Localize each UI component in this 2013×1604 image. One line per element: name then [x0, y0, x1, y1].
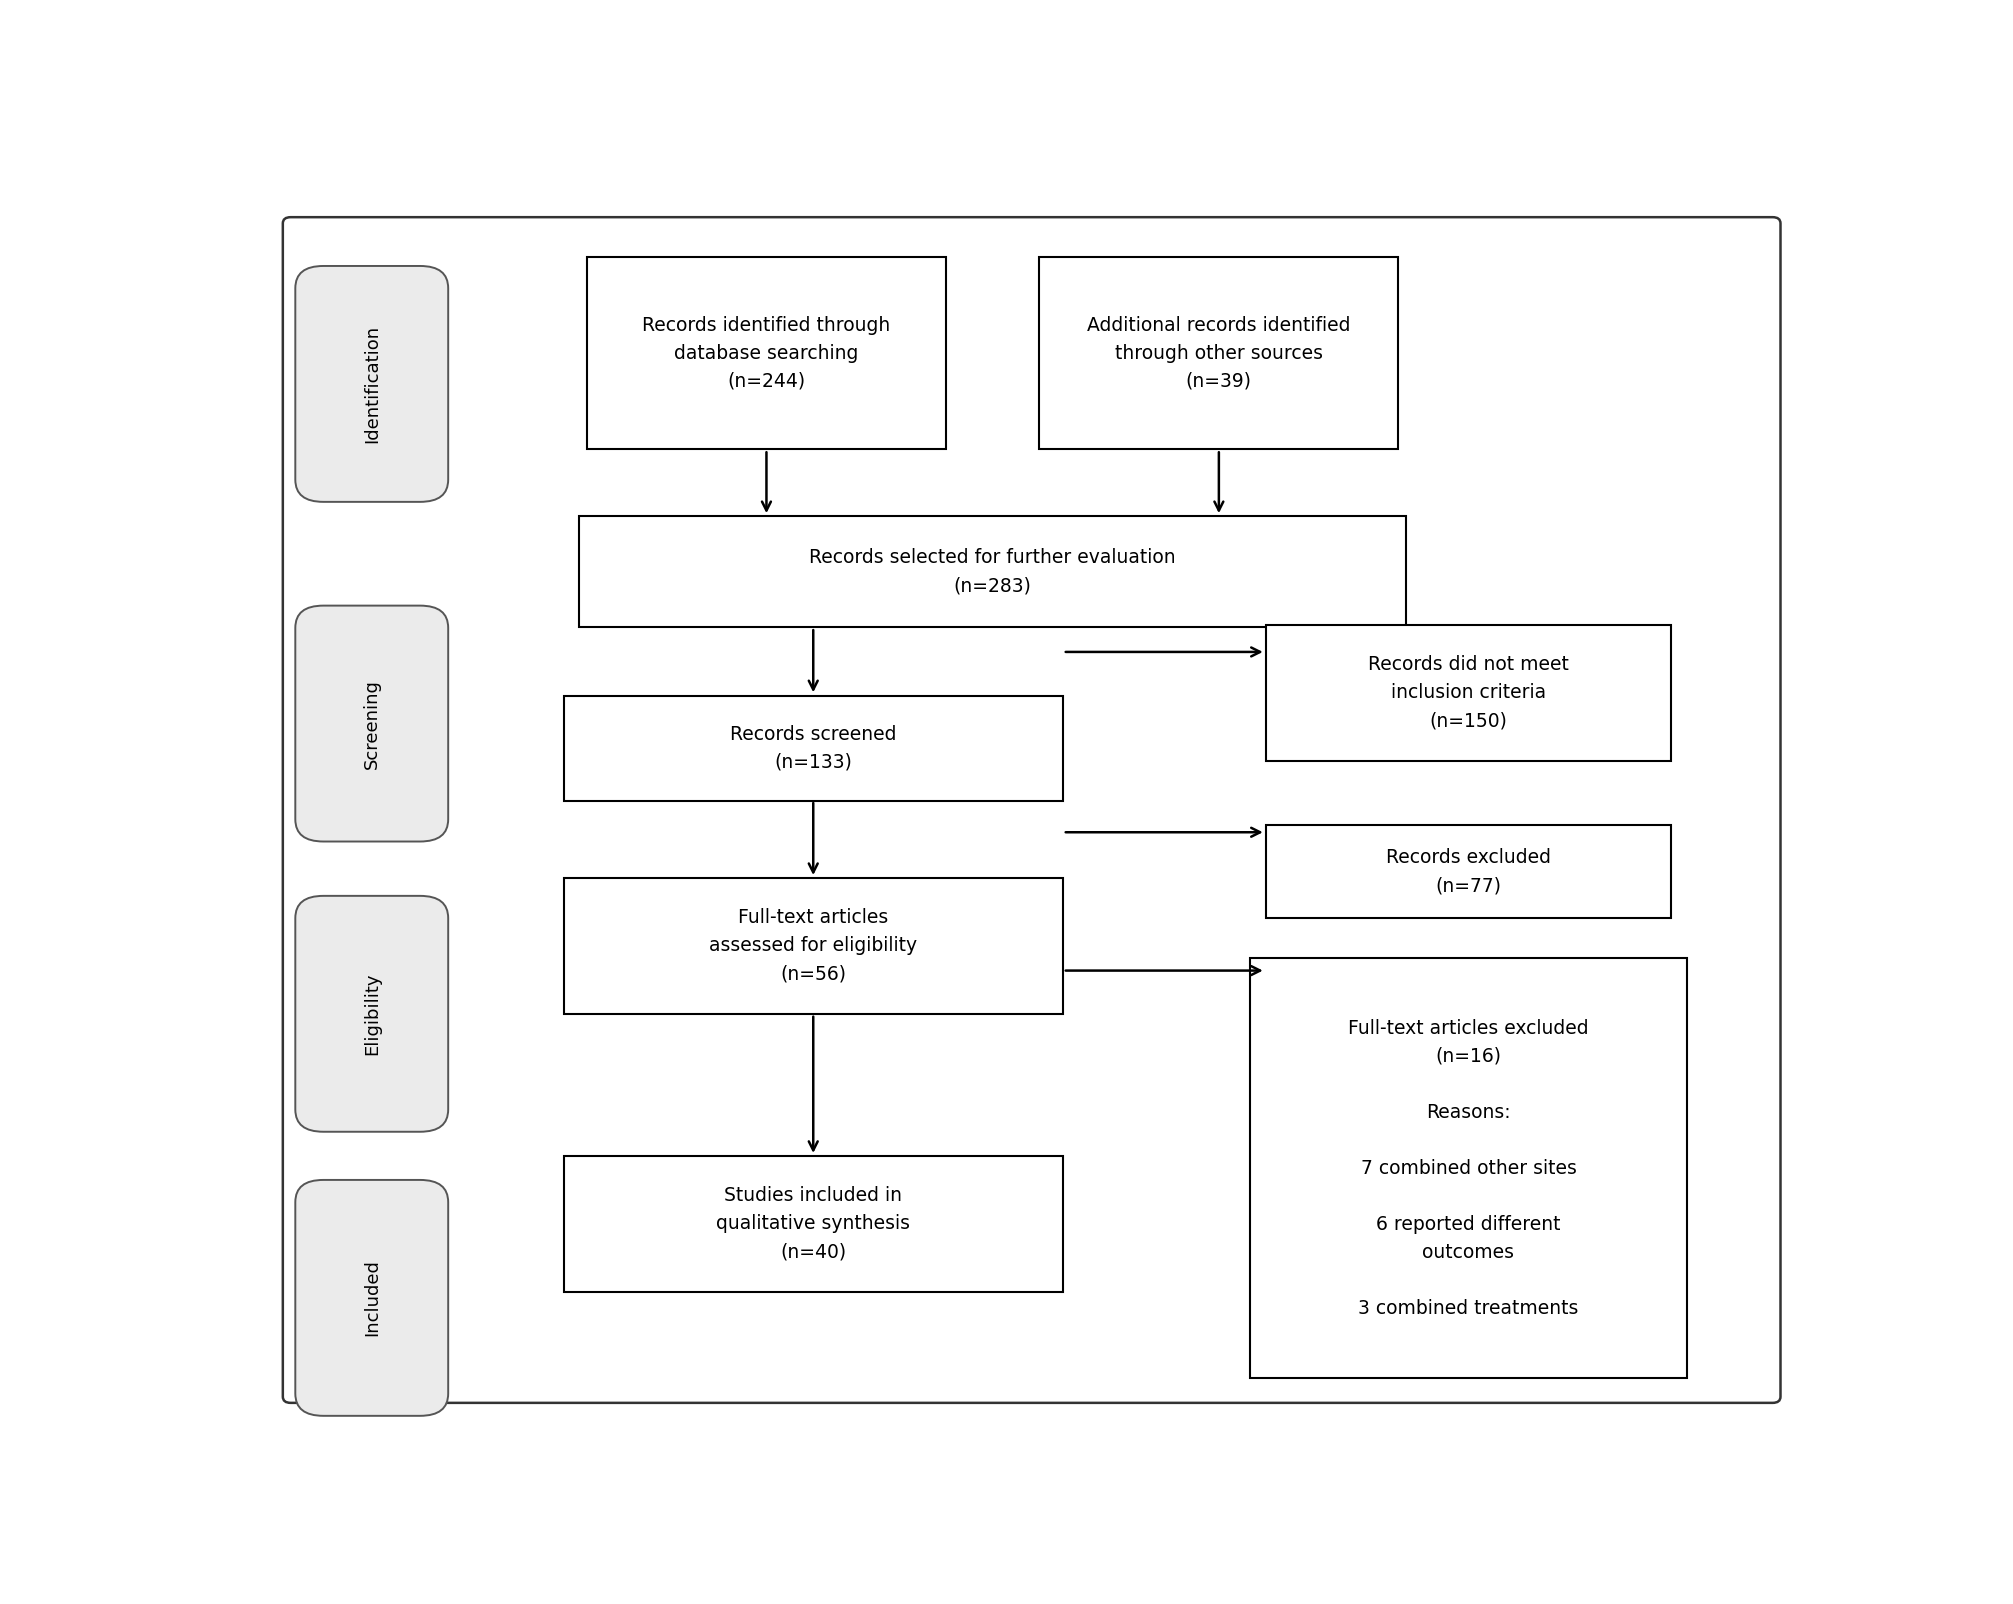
Bar — [1266, 826, 1671, 917]
Bar — [564, 877, 1063, 1014]
FancyBboxPatch shape — [296, 897, 449, 1132]
Text: Identification: Identification — [362, 326, 380, 443]
Text: Eligibility: Eligibility — [362, 972, 380, 1055]
Text: Records identified through
database searching
(n=244): Records identified through database sear… — [642, 316, 890, 390]
FancyBboxPatch shape — [296, 1181, 449, 1416]
Bar — [1250, 958, 1687, 1378]
Text: Records screened
(n=133): Records screened (n=133) — [731, 725, 896, 772]
Text: Studies included in
qualitative synthesis
(n=40): Studies included in qualitative synthesi… — [717, 1187, 910, 1261]
FancyBboxPatch shape — [296, 606, 449, 842]
Bar — [1266, 626, 1671, 760]
Text: Included: Included — [362, 1259, 380, 1336]
Bar — [564, 1156, 1063, 1291]
Bar — [580, 516, 1405, 627]
Bar — [1039, 257, 1399, 449]
Bar — [588, 257, 946, 449]
Text: Records excluded
(n=77): Records excluded (n=77) — [1387, 849, 1550, 895]
Text: Records did not meet
inclusion criteria
(n=150): Records did not meet inclusion criteria … — [1369, 654, 1568, 730]
Text: Full-text articles excluded
(n=16)

Reasons:

7 combined other sites

6 reported: Full-text articles excluded (n=16) Reaso… — [1349, 1019, 1588, 1318]
Bar — [564, 696, 1063, 800]
FancyBboxPatch shape — [296, 266, 449, 502]
Text: Additional records identified
through other sources
(n=39): Additional records identified through ot… — [1087, 316, 1351, 390]
Text: Records selected for further evaluation
(n=283): Records selected for further evaluation … — [809, 549, 1176, 595]
Text: Full-text articles
assessed for eligibility
(n=56): Full-text articles assessed for eligibil… — [709, 908, 918, 983]
Text: Screening: Screening — [362, 678, 380, 768]
FancyBboxPatch shape — [282, 217, 1779, 1404]
